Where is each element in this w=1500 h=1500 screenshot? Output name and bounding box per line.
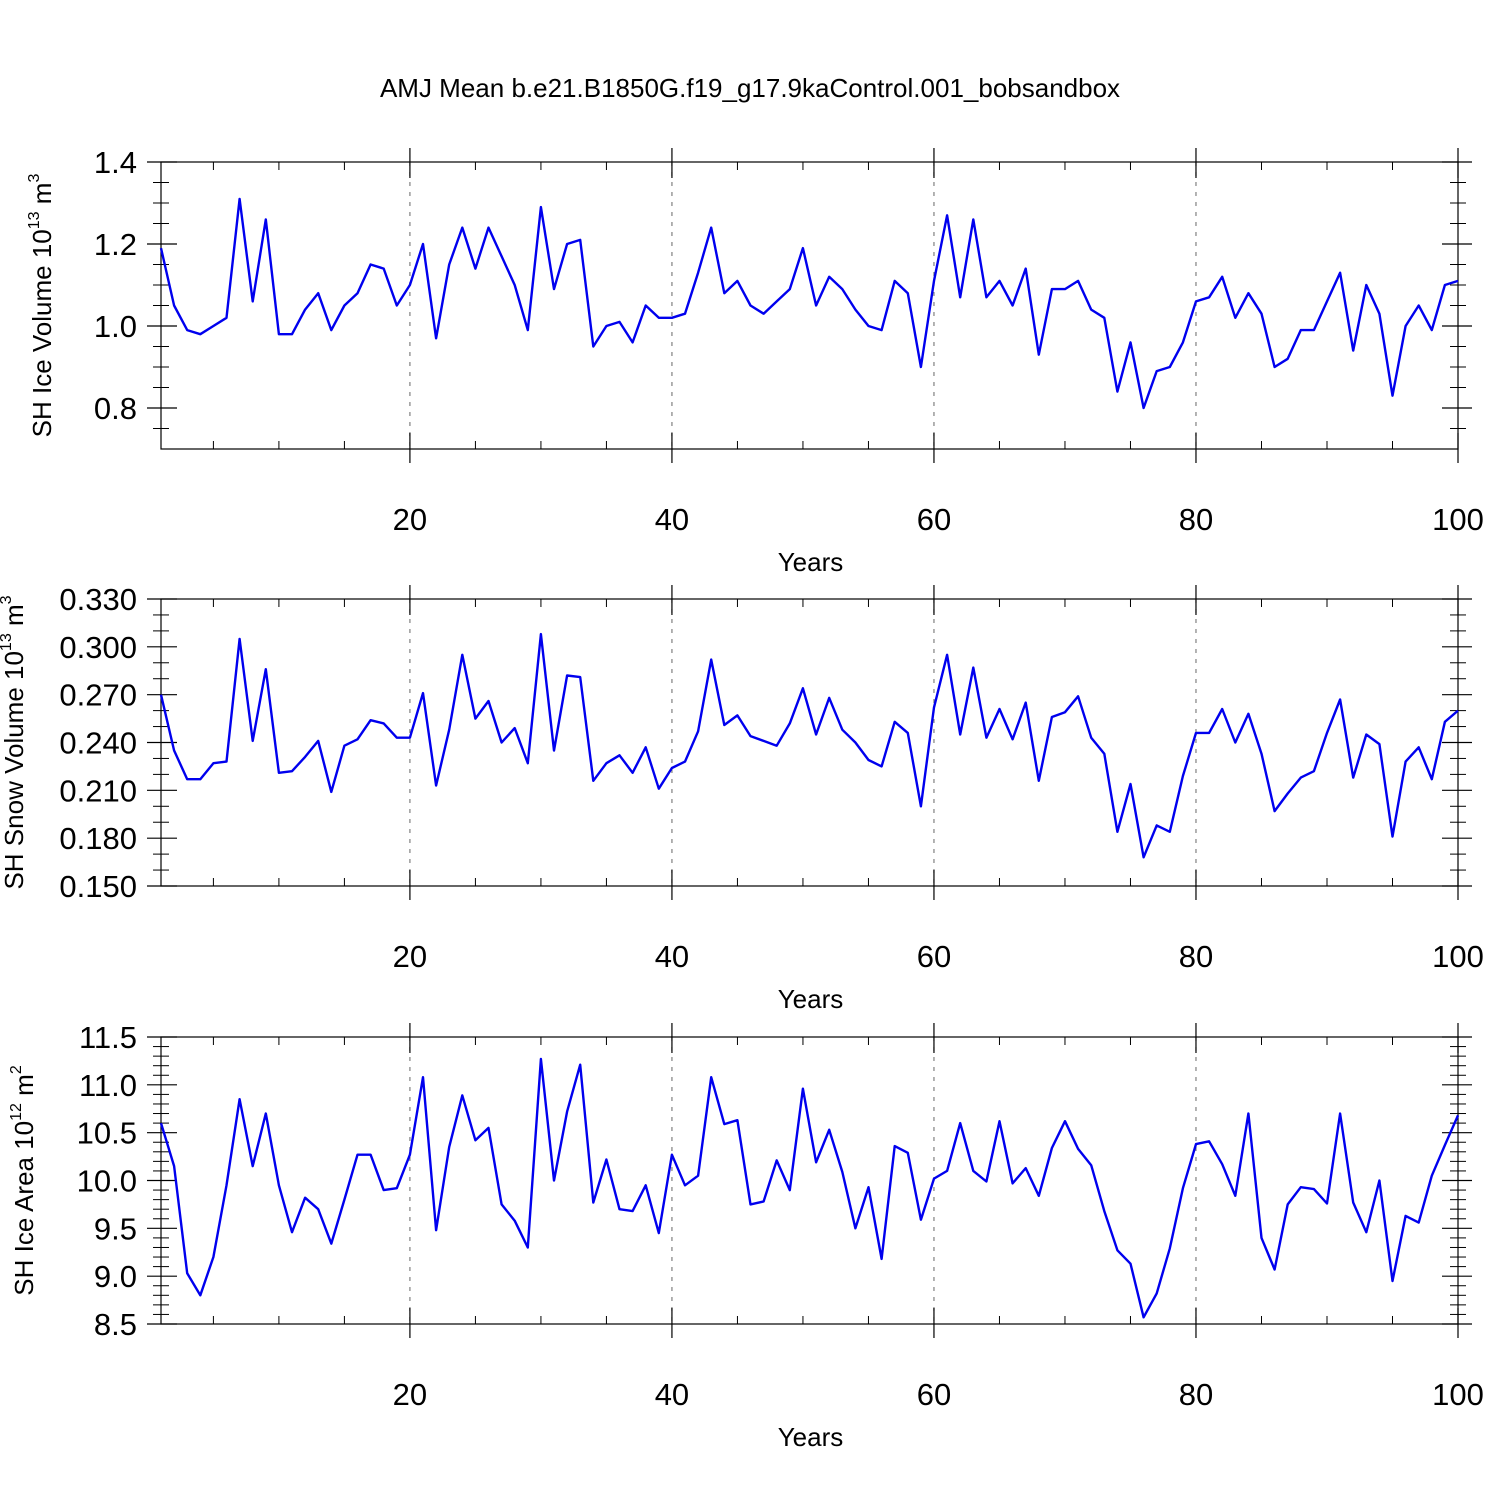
y-label-superscript: 3 bbox=[0, 595, 15, 604]
y-label-text: SH Ice Area 10 bbox=[9, 1121, 39, 1296]
x-tick-label: 60 bbox=[917, 502, 951, 537]
y-label-text: SH Ice Volume 10 bbox=[27, 229, 57, 437]
y-tick-label: 1.2 bbox=[94, 227, 137, 262]
x-tick-label: 20 bbox=[393, 502, 427, 537]
sh-snow-volume-panel: 20 40 60 80 100 0.150 0.180 0.210 0.240 0.270 0.30… bbox=[0, 582, 1484, 1014]
x-tick-label: 20 bbox=[393, 1377, 427, 1412]
y-tick-label: 0.300 bbox=[59, 630, 137, 665]
sh-snow-volume-series-line bbox=[159, 632, 1459, 859]
y-tick-label: 10.0 bbox=[77, 1164, 137, 1199]
x-tick-label: 60 bbox=[917, 939, 951, 974]
plot-frame bbox=[160, 161, 1459, 450]
plot-frame bbox=[160, 598, 1459, 887]
y-tick-label: 0.180 bbox=[59, 821, 137, 856]
x-tick-label: 40 bbox=[655, 502, 689, 537]
y-tick-label: 1.4 bbox=[94, 145, 137, 180]
x-axis-label: Years bbox=[778, 984, 844, 1014]
y-tick-label: 1.0 bbox=[94, 309, 137, 344]
x-tick-label: 100 bbox=[1432, 502, 1484, 537]
x-tick-label: 40 bbox=[655, 939, 689, 974]
y-axis-label: SH Snow Volume 1013 m3 bbox=[0, 595, 29, 889]
x-tick-label: 20 bbox=[393, 939, 427, 974]
x-tick-label: 60 bbox=[917, 1377, 951, 1412]
y-tick-label: 0.150 bbox=[59, 869, 137, 904]
y-tick-label: 0.270 bbox=[59, 678, 137, 713]
y-tick-label: 8.5 bbox=[94, 1307, 137, 1342]
y-tick-label: 11.0 bbox=[79, 1068, 137, 1103]
x-axis-label: Years bbox=[778, 1422, 844, 1452]
x-tick-label: 80 bbox=[1179, 1377, 1213, 1412]
x-tick-label: 80 bbox=[1179, 939, 1213, 974]
y-label-text: m bbox=[9, 1074, 39, 1103]
sh-ice-volume-series-line bbox=[159, 197, 1459, 410]
x-tick-label: 40 bbox=[655, 1377, 689, 1412]
plot-frame bbox=[160, 1036, 1459, 1325]
y-label-superscript: 3 bbox=[26, 174, 43, 183]
y-tick-label: 0.210 bbox=[59, 773, 137, 808]
x-tick-label: 80 bbox=[1179, 502, 1213, 537]
x-tick-label: 100 bbox=[1432, 1377, 1484, 1412]
y-tick-label: 0.240 bbox=[59, 726, 137, 761]
y-tick-label: 11.5 bbox=[79, 1020, 137, 1055]
figure-title: AMJ Mean b.e21.B1850G.f19_g17.9kaControl… bbox=[380, 73, 1120, 103]
plot-panels: 20 40 60 80 100 0.8 1.0 1.2 1.4 Years SH Ice Volum… bbox=[0, 145, 1484, 1452]
y-tick-label: 0.330 bbox=[59, 582, 137, 617]
sh-ice-volume-panel: 20 40 60 80 100 0.8 1.0 1.2 1.4 Years SH Ice Volum… bbox=[26, 145, 1484, 577]
y-label-superscript: 13 bbox=[26, 211, 43, 229]
y-label-superscript: 13 bbox=[0, 633, 15, 651]
y-tick-label: 9.5 bbox=[94, 1211, 137, 1246]
sh-ice-area-series-line bbox=[159, 1057, 1460, 1319]
y-tick-label: 9.0 bbox=[94, 1259, 137, 1294]
y-tick-label: 10.5 bbox=[77, 1116, 137, 1151]
y-label-text: SH Snow Volume 10 bbox=[0, 651, 29, 889]
y-axis-label: SH Ice Volume 1013 m3 bbox=[26, 174, 57, 438]
x-axis-label: Years bbox=[778, 547, 844, 577]
y-label-superscript: 2 bbox=[8, 1065, 25, 1074]
x-tick-label: 100 bbox=[1432, 939, 1484, 974]
y-tick-label: 0.8 bbox=[94, 391, 137, 426]
y-axis-label: SH Ice Area 1012 m2 bbox=[8, 1065, 39, 1296]
sh-ice-area-panel: 20 40 60 80 100 8.5 9.0 9.5 10.0 10.5 11.0 11.5 Year… bbox=[8, 1020, 1484, 1452]
y-label-text: m bbox=[27, 183, 57, 212]
y-label-text: m bbox=[0, 604, 29, 633]
y-label-superscript: 12 bbox=[8, 1103, 25, 1121]
